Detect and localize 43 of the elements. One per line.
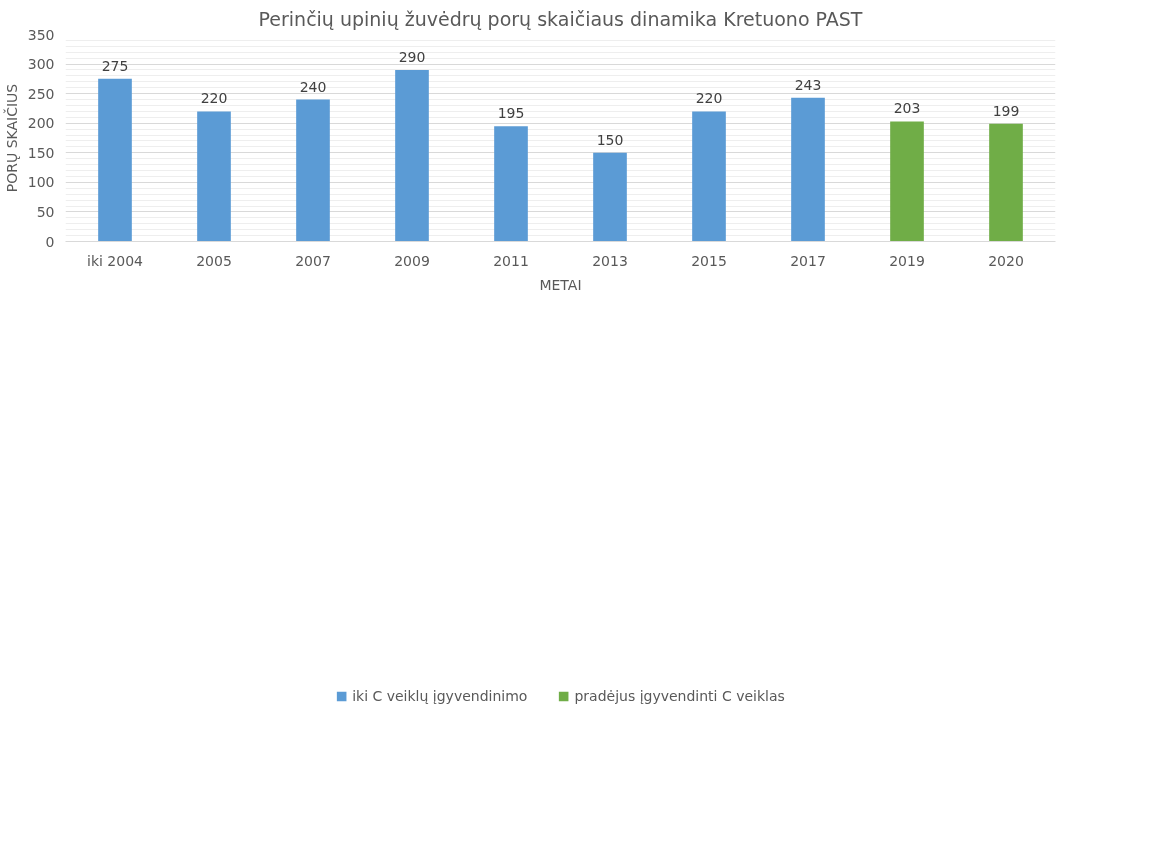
y-tick-label: 150: [27, 144, 55, 161]
bar: [890, 121, 924, 242]
x-tick-label: 2011: [493, 252, 529, 269]
data-label: 203: [893, 100, 921, 117]
bar: [296, 99, 330, 242]
bar: [692, 111, 726, 242]
bar: [989, 123, 1023, 242]
y-tick-label: 350: [27, 26, 55, 43]
data-label: 290: [398, 48, 426, 65]
bar: [197, 111, 231, 242]
y-tick-label: 300: [27, 56, 55, 73]
data-label: 150: [596, 131, 624, 148]
x-tick-label: 2007: [295, 252, 331, 269]
y-axis-title: PORŲ SKAIČIUS: [2, 83, 20, 193]
x-tick-label: iki 2004: [87, 252, 144, 269]
data-label: 199: [992, 102, 1020, 119]
x-axis-title: METAI: [539, 276, 582, 293]
y-tick-label: 50: [36, 203, 55, 220]
legend-label: pradėjus įgyvendinti C veiklas: [574, 688, 785, 704]
y-tick-label: 250: [27, 85, 55, 102]
bar: [494, 126, 528, 242]
data-label: 220: [695, 90, 723, 107]
y-tick-label: 100: [27, 174, 55, 191]
bar: [593, 152, 627, 242]
x-tick-label: 2013: [592, 252, 628, 269]
data-label: 275: [101, 57, 129, 74]
x-tick-label: 2009: [394, 252, 430, 269]
x-tick-label: 2015: [691, 252, 727, 269]
data-label: 240: [299, 78, 327, 95]
bar: [791, 97, 825, 242]
data-label: 243: [794, 76, 822, 93]
data-label: 195: [497, 105, 525, 122]
bar: [395, 69, 429, 242]
data-label: 220: [200, 90, 228, 107]
x-tick-label: 2005: [196, 252, 232, 269]
chart-title: Perinčių upinių žuvėdrų porų skaičiaus dinamika Kretuono PAST: [258, 7, 863, 30]
x-tick-label: 2019: [889, 252, 925, 269]
y-tick-label: 0: [45, 233, 55, 250]
legend-label: iki C veiklų įgyvendinimo: [352, 688, 528, 704]
bar: [98, 78, 132, 242]
x-tick-label: 2020: [988, 252, 1024, 269]
y-tick-label: 200: [27, 115, 55, 132]
x-tick-label: 2017: [790, 252, 826, 269]
